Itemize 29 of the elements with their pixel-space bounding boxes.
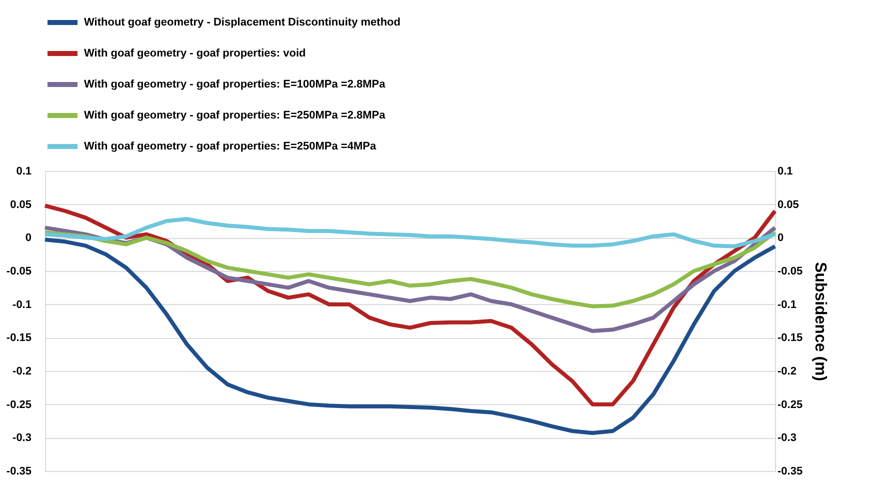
y-tick-label: -0.1 xyxy=(12,298,32,311)
y-tick-label: 0.05 xyxy=(10,198,32,211)
line-series xyxy=(43,238,777,435)
legend-label: With goaf geometry - goaf properties: E=100MPa =2.8MPa xyxy=(84,78,386,90)
y-tick-label: -0.15 xyxy=(6,332,32,344)
y-tick-label: 0 xyxy=(25,232,32,244)
line-series xyxy=(43,230,777,308)
y-tick-label: 0.1 xyxy=(16,166,32,178)
y-tick-label: -0.2 xyxy=(12,366,32,378)
legend-label: With goaf geometry - goaf properties: E=250MPa =2.8MPa xyxy=(84,110,386,122)
y2-tick-label: -0.15 xyxy=(778,332,803,344)
y2-tick-label: -0.25 xyxy=(778,398,803,411)
y2-axis-title: Subsidence (m) xyxy=(812,262,829,382)
y2-tick-label: -0.3 xyxy=(778,432,796,444)
y2-tick-label: 0 xyxy=(778,232,784,244)
legend-label: With goaf geometry - goaf properties: E=250MPa =4MPa xyxy=(84,140,377,152)
y-tick-label: -0.35 xyxy=(6,466,32,478)
legend-label: Without goaf geometry - Displacement Discontinuity method xyxy=(84,16,400,28)
y2-tick-label: -0.2 xyxy=(778,366,796,378)
y2-tick-label: 0.05 xyxy=(778,198,799,211)
y2-tick-label: -0.05 xyxy=(778,266,803,278)
legend-label: With goaf geometry - goaf properties: void xyxy=(84,48,306,60)
y-tick-label: -0.3 xyxy=(12,432,32,444)
y2-tick-label: 0.1 xyxy=(778,166,793,178)
y-tick-label: -0.25 xyxy=(6,398,32,411)
y-tick-label: -0.05 xyxy=(6,266,32,278)
y2-tick-label: -0.35 xyxy=(778,466,803,478)
y2-tick-label: -0.1 xyxy=(778,298,796,311)
line-series xyxy=(43,217,777,248)
